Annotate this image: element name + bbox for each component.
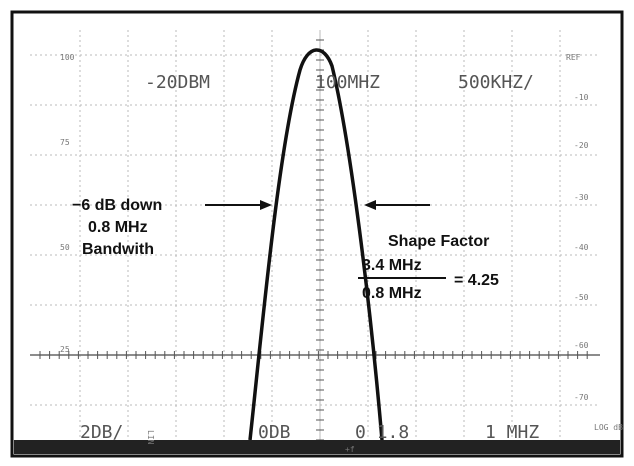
denominator: 0.8 MHz	[362, 285, 422, 302]
right-scale-label: -20	[574, 141, 589, 150]
resolution: 1 MHZ	[485, 422, 539, 443]
left-scale-label: 25	[60, 345, 70, 354]
numerator: 3.4 MHz	[362, 257, 422, 274]
result: = 4.25	[454, 272, 499, 289]
scale: 2DB/	[80, 422, 123, 443]
ref-level: -20DBM	[145, 72, 210, 93]
bw-line-3: Bandwith	[82, 241, 154, 258]
bandwidth-setting: 0 1.8	[355, 422, 409, 443]
ref-marker: REF	[566, 53, 581, 62]
right-scale-label: -70	[574, 393, 589, 402]
shape-factor-title: Shape Factor	[388, 233, 489, 250]
bw-line-2: 0.8 MHz	[88, 219, 148, 236]
left-scale-label: 100	[60, 53, 75, 62]
screen-photo: -20DBM 100MHZ 500KHZ/ REF LIN 2DB/ 0DB 0…	[0, 0, 634, 466]
left-scale-label: 75	[60, 138, 70, 147]
level: 0DB	[258, 422, 291, 443]
span: 500KHZ/	[458, 72, 534, 93]
right-scale-label: -60	[574, 341, 589, 350]
lin-label: LIN	[146, 430, 155, 445]
log-label: LOG dB	[594, 423, 623, 432]
right-scale-label: -30	[574, 193, 589, 202]
right-scale-label: -50	[574, 293, 589, 302]
bw-line-1: −6 dB down	[72, 197, 162, 214]
right-scale-label: -40	[574, 243, 589, 252]
freq-axis: +f	[345, 445, 355, 454]
center-freq: 100MHZ	[315, 72, 380, 93]
right-scale-label: -10	[574, 93, 589, 102]
left-scale-label: 50	[60, 243, 70, 252]
